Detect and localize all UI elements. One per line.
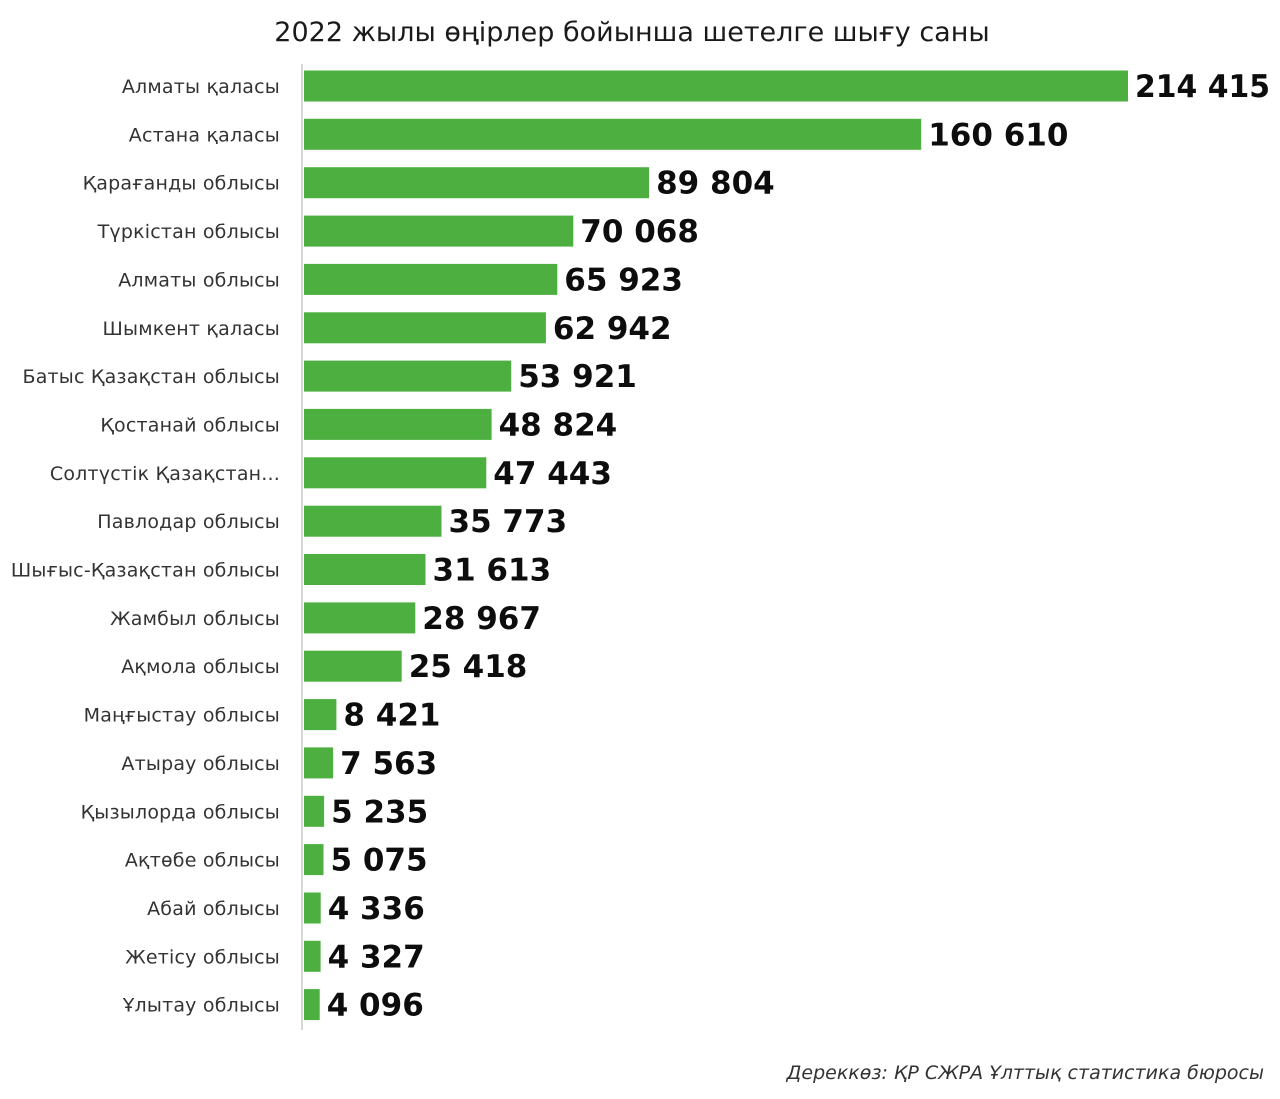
bar bbox=[304, 312, 546, 344]
bar bbox=[304, 602, 416, 634]
bar bbox=[304, 554, 426, 585]
chart-title: 2022 жылы өңірлер бойынша шетелге шығу с… bbox=[274, 17, 989, 48]
category-label: Ұлытау облысы bbox=[122, 995, 280, 1017]
data-label: 31 613 bbox=[433, 553, 552, 589]
category-label: Қарағанды облысы bbox=[83, 173, 280, 195]
bar bbox=[304, 505, 442, 537]
data-label: 5 075 bbox=[331, 843, 428, 879]
category-label: Жамбыл облысы bbox=[110, 608, 280, 630]
category-label: Ақмола облысы bbox=[121, 656, 280, 678]
bar bbox=[304, 118, 922, 150]
data-label: 47 443 bbox=[493, 456, 612, 492]
category-label: Солтүстік Қазақстан... bbox=[50, 463, 280, 485]
category-label: Павлодар облысы bbox=[97, 511, 280, 533]
data-label: 214 415 bbox=[1135, 69, 1270, 105]
data-label: 4 336 bbox=[328, 891, 425, 927]
data-label: 62 942 bbox=[553, 311, 672, 347]
bar bbox=[304, 457, 487, 489]
data-label: 48 824 bbox=[499, 407, 618, 443]
category-label: Алматы облысы bbox=[118, 269, 280, 291]
category-label: Қызылорда облысы bbox=[81, 801, 280, 823]
category-labels-group: Алматы қаласы Астана қаласы Қарағанды облы… bbox=[11, 76, 280, 1017]
data-label: 7 563 bbox=[340, 746, 437, 782]
value-labels-group: 214 415 160 610 89 804 70 068 65 923 62 942 53… bbox=[327, 69, 1270, 1024]
category-label: Атырау облысы bbox=[121, 753, 280, 775]
bar bbox=[304, 795, 325, 827]
category-label: Абай облысы bbox=[147, 898, 280, 920]
source-note: Дереккөз: ҚР СЖРА Ұлттық статистика бюро… bbox=[786, 1062, 1264, 1084]
category-label: Қостанай облысы bbox=[100, 414, 280, 436]
bars-group bbox=[304, 70, 1128, 1021]
bar bbox=[304, 215, 574, 247]
bar bbox=[304, 650, 402, 682]
bar bbox=[304, 747, 334, 779]
bar bbox=[304, 989, 320, 1021]
data-label: 4 327 bbox=[328, 939, 425, 975]
bar bbox=[304, 408, 492, 440]
bar bbox=[304, 699, 337, 731]
category-label: Жетісу облысы bbox=[125, 946, 280, 968]
category-label: Шығыс-Қазақстан облысы bbox=[11, 560, 280, 582]
data-label: 4 096 bbox=[327, 988, 424, 1024]
category-label: Алматы қаласы bbox=[122, 76, 280, 98]
bar bbox=[304, 892, 321, 924]
bar bbox=[304, 360, 512, 392]
category-label: Ақтөбе облысы bbox=[125, 850, 280, 872]
data-label: 35 773 bbox=[449, 504, 568, 540]
bar bbox=[304, 844, 324, 876]
category-label: Астана қаласы bbox=[129, 124, 280, 146]
data-label: 65 923 bbox=[564, 262, 683, 298]
data-label: 89 804 bbox=[656, 166, 775, 202]
bar bbox=[304, 167, 650, 199]
data-label: 70 068 bbox=[580, 214, 699, 250]
category-label: Түркістан облысы bbox=[97, 221, 280, 243]
category-label: Маңғыстау облысы bbox=[84, 705, 280, 727]
data-label: 53 921 bbox=[518, 359, 637, 395]
data-label: 5 235 bbox=[331, 794, 428, 830]
bar bbox=[304, 263, 558, 295]
data-label: 8 421 bbox=[343, 698, 440, 734]
data-label: 160 610 bbox=[928, 117, 1068, 153]
bar bbox=[304, 70, 1128, 102]
data-label: 28 967 bbox=[422, 601, 541, 637]
category-label: Батыс Қазақстан облысы bbox=[22, 366, 280, 388]
data-label: 25 418 bbox=[409, 649, 528, 685]
bar bbox=[304, 940, 321, 972]
category-label: Шымкент қаласы bbox=[102, 318, 280, 340]
